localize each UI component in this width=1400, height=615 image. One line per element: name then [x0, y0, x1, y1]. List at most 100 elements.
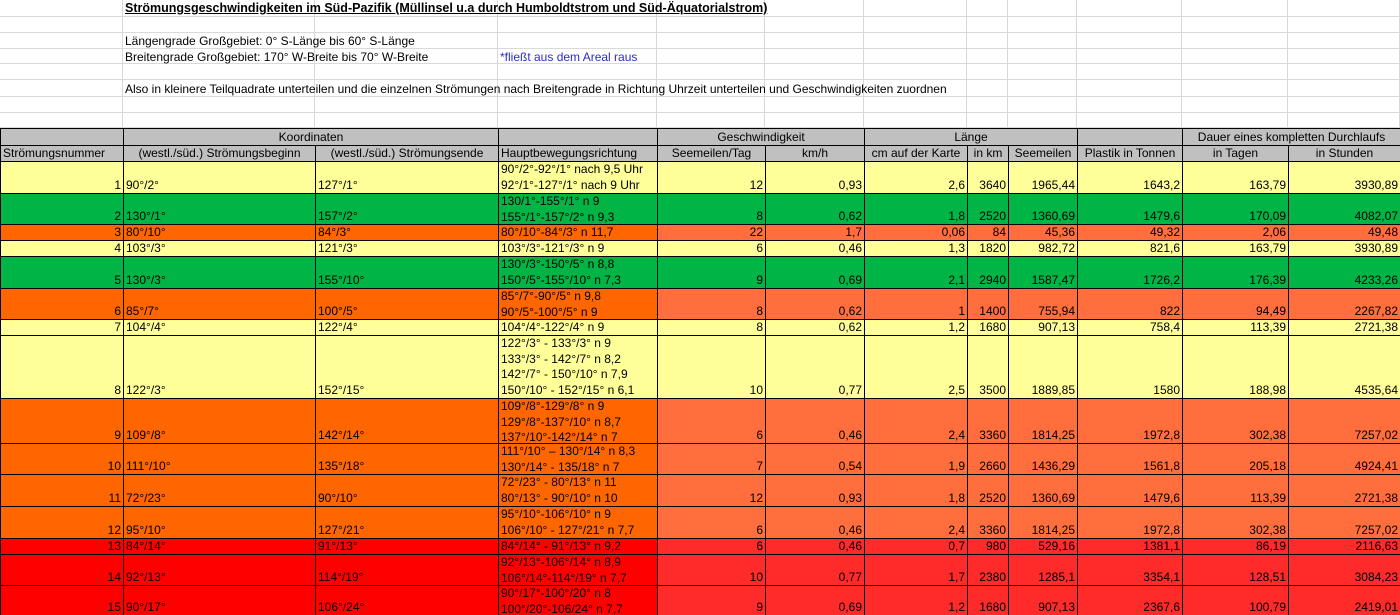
data-cell: 10	[657, 554, 766, 586]
group-header: Länge	[864, 128, 1078, 146]
grid-cell	[123, 64, 315, 80]
direction-cell: 90°/2°-92°/1° nach 9,5 Uhr 92°/1°-127°/1°…	[498, 161, 658, 194]
data-cell: 15	[0, 585, 124, 615]
grid-cell	[765, 97, 864, 113]
data-cell: 1400	[967, 288, 1009, 320]
direction-cell: 122°/3° - 133°/3° n 9 133°/3° - 142°/7° n…	[498, 335, 658, 399]
data-cell: 0,7	[864, 538, 968, 555]
grid-cell	[0, 97, 123, 113]
data-cell: 122°/4°	[315, 319, 499, 336]
grid-cell	[657, 80, 765, 97]
data-cell: 1,2	[864, 585, 968, 615]
grid-cell	[498, 80, 657, 97]
direction-line: 90°/17°-100°/20° n 8	[501, 586, 611, 600]
grid-cell	[765, 80, 864, 97]
direction-line: 85°/7°-90°/5° n 9,8	[501, 289, 601, 303]
grid-cell	[967, 33, 1008, 49]
data-cell: 1381,1	[1077, 538, 1183, 555]
data-cell: 109°/8°	[123, 398, 316, 444]
data-cell: 1814,25	[1008, 506, 1078, 539]
grid-cell	[1077, 49, 1182, 64]
grid-cell	[1077, 64, 1182, 80]
grid-cell	[315, 80, 498, 97]
data-cell: 12	[0, 506, 124, 539]
direction-cell: 84°/14° - 91°/13° n 9,2	[498, 538, 658, 555]
grid-cell	[498, 0, 657, 17]
data-cell: 0,46	[765, 398, 865, 444]
note-flow: *fließt aus dem Areal raus	[500, 50, 638, 64]
grid-cell	[1182, 49, 1288, 64]
grid-cell	[315, 33, 498, 49]
grid-cell	[1077, 0, 1182, 17]
data-cell: 1680	[967, 319, 1009, 336]
data-cell: 1	[0, 161, 124, 194]
data-cell: 0,62	[765, 288, 865, 320]
direction-cell: 111°/10° – 130°/14° n 8,3 130°/14° - 135/…	[498, 443, 658, 475]
data-cell: 0,46	[765, 538, 865, 555]
note-longitude: Längengrade Großgebiet: 0° S-Länge bis 6…	[125, 34, 415, 48]
direction-line: 72°/23° - 80°/13° n 11	[501, 475, 617, 489]
grid-cell	[1288, 80, 1400, 97]
data-cell: 980	[967, 538, 1009, 555]
note-instruction: Also in kleinere Teilquadrate unterteile…	[125, 82, 947, 96]
data-cell: 1285,1	[1008, 554, 1078, 586]
data-cell: 8	[657, 193, 766, 225]
data-cell: 0,77	[765, 335, 865, 399]
data-cell: 128,51	[1182, 554, 1289, 586]
direction-cell: 130/1°-155°/1° n 9 155°/1°-157°/2° n 9,3	[498, 193, 658, 225]
direction-line: 80°/13° - 90°/10° n 10	[501, 490, 618, 505]
data-cell: 142°/14°	[315, 398, 499, 444]
data-cell: 7	[657, 443, 766, 475]
grid-cell	[1077, 113, 1182, 128]
direction-cell: 95°/10°-106°/10° n 9 106°/10° - 127°/21° …	[498, 506, 658, 539]
grid-cell	[765, 0, 864, 17]
data-cell: 130°/3°	[123, 256, 316, 289]
data-cell: 982,72	[1008, 240, 1078, 257]
grid-cell	[1008, 97, 1077, 113]
data-cell: 907,13	[1008, 585, 1078, 615]
data-cell: 135°/18°	[315, 443, 499, 475]
data-cell: 0,62	[765, 319, 865, 336]
data-cell: 104°/4°	[123, 319, 316, 336]
grid-cell	[967, 113, 1008, 128]
direction-cell: 80°/10°-84°/3° n 11,7	[498, 224, 658, 241]
grid-cell	[498, 17, 657, 33]
data-cell: 3084,23	[1288, 554, 1400, 586]
data-cell: 2520	[967, 474, 1009, 507]
grid-cell	[967, 0, 1008, 17]
data-cell: 84°/3°	[315, 224, 499, 241]
data-cell: 11	[0, 474, 124, 507]
column-header: (westl./süd.) Strömungsende	[315, 145, 499, 162]
grid-cell	[1288, 97, 1400, 113]
grid-cell	[864, 97, 967, 113]
data-cell: 3354,1	[1077, 554, 1183, 586]
data-cell: 2419,01	[1288, 585, 1400, 615]
grid-cell	[0, 17, 123, 33]
data-cell: 1580	[1077, 335, 1183, 399]
column-header: Seemeilen	[1008, 145, 1078, 162]
data-cell: 0,46	[765, 240, 865, 257]
direction-line: 103°/3°-121°/3° n 9	[501, 241, 605, 255]
data-cell: 2721,38	[1288, 319, 1400, 336]
data-cell: 2367,6	[1077, 585, 1183, 615]
data-cell: 1814,25	[1008, 398, 1078, 444]
direction-line: 92°/1°-127°/1° nach 9 Uhr	[501, 177, 640, 192]
data-cell: 12	[657, 161, 766, 194]
data-cell: 2721,38	[1288, 474, 1400, 507]
direction-line: 95°/10°-106°/10° n 9	[501, 507, 611, 521]
data-cell: 6	[657, 506, 766, 539]
grid-cell	[1288, 0, 1400, 17]
column-header: Seemeilen/Tag	[657, 145, 766, 162]
direction-cell: 72°/23° - 80°/13° n 11 80°/13° - 90°/10° …	[498, 474, 658, 507]
grid-cell	[1288, 49, 1400, 64]
data-cell: 1479,6	[1077, 193, 1183, 225]
data-cell: 1972,8	[1077, 398, 1183, 444]
grid-cell	[315, 49, 498, 64]
data-cell: 0,46	[765, 506, 865, 539]
grid-cell	[1008, 0, 1077, 17]
data-cell: 0,93	[765, 474, 865, 507]
data-cell: 755,94	[1008, 288, 1078, 320]
column-header: in km	[967, 145, 1009, 162]
grid-cell	[1008, 33, 1077, 49]
